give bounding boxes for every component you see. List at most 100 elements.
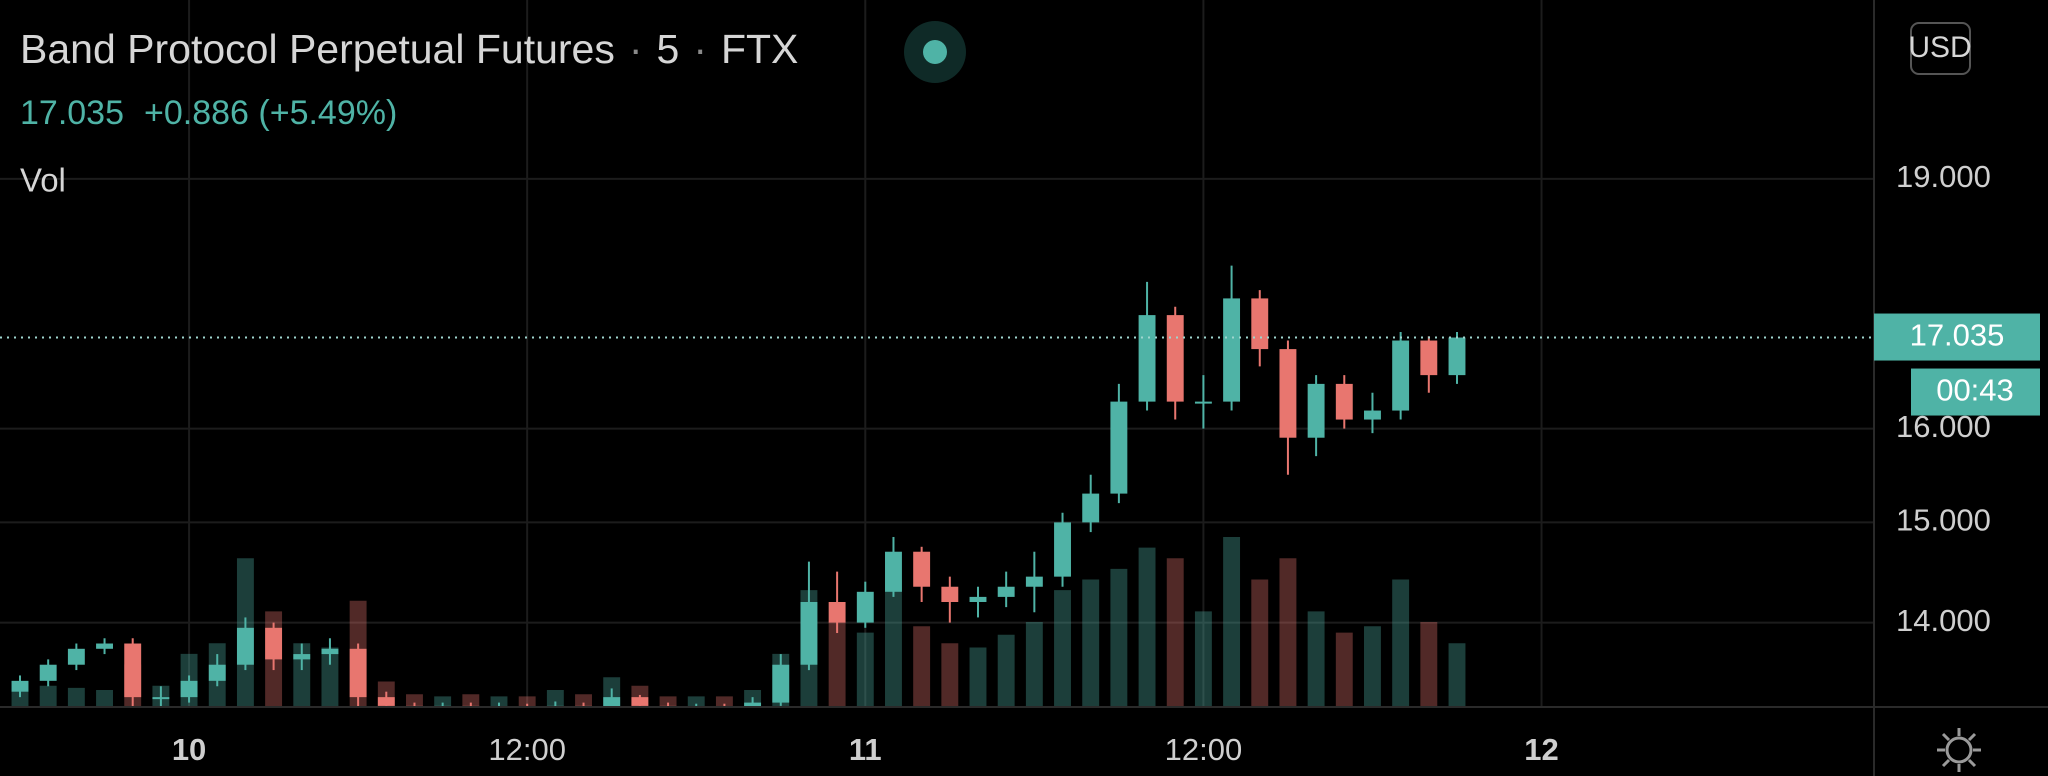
candle-body [969,596,987,603]
volume-bar [406,694,423,707]
candle-body [124,643,142,698]
volume-bar [687,696,705,707]
candle-body [67,648,85,665]
volume-bar [941,643,959,707]
currency-button[interactable] [1910,22,1971,75]
x-tick-label: 12 [1524,732,1558,767]
volume-bar [1364,626,1381,707]
candle-body [941,586,959,603]
candle-body [1392,340,1410,411]
volume-bar [96,690,113,707]
candle-body [1110,401,1128,494]
volume-bar [1025,622,1043,707]
candle-body [828,602,846,623]
volume-bar [997,634,1015,707]
candle-body [293,654,311,660]
candle-body [180,680,198,698]
x-tick-label: 10 [172,732,206,767]
x-tick-label: 12:00 [1165,732,1243,767]
volume-bar [856,632,874,707]
price-change: +0.886 (+5.49%) [144,94,397,132]
currency[interactable]: USD [1908,31,1971,64]
gear-ring[interactable] [1945,736,1973,764]
volume-bar [1392,579,1410,707]
chart-title: Band Protocol Perpetual Futures [20,26,615,72]
candle-body [236,627,254,665]
volume-bar [969,647,987,707]
candle-body [1138,315,1156,402]
volume-bar [1054,590,1071,707]
candle-body [39,664,57,681]
settings-icon[interactable] [1937,728,1981,772]
candle-body [321,648,339,655]
candle-body [96,643,113,649]
volume-bar [39,685,57,707]
candle-body [1025,576,1043,587]
candle-body [744,702,762,707]
y-tick-label: 14.000 [1896,603,1991,638]
last-price: 17.035 [20,94,124,132]
volume-bar [1251,579,1269,707]
countdown-tag [1911,368,2040,416]
candle-body [772,664,790,703]
candle-body [603,697,621,707]
volume-bar [1420,622,1438,707]
last-price-label: 17.035 [1910,318,2005,353]
separator: · [693,26,707,72]
grid [0,0,1874,707]
last-price-tag [1874,313,2040,361]
volume-bar [67,687,85,707]
volume-label: Vol [20,162,66,199]
volume-bar [885,579,902,707]
interval: 5 [657,26,680,72]
candle-body [377,697,395,706]
candle-body [1054,522,1071,577]
y-tick-label: 19.000 [1896,159,1991,194]
candle-body [1335,383,1353,420]
volume-bar [1223,537,1241,707]
candle-body [856,591,874,623]
volume-bar [546,690,564,707]
volume-bar [1082,579,1100,707]
candle-body [1364,410,1381,420]
volume-bar [913,626,931,707]
candle-body [997,586,1015,597]
gear-teeth[interactable] [1937,728,1981,772]
volume-bar [321,647,339,707]
volume-bar [1110,568,1128,707]
volume-bar [490,696,508,707]
volume-bar [1448,643,1466,707]
candle-body [1166,315,1184,402]
volume-bar [434,696,452,707]
candle-body [631,697,649,706]
candle-body [349,648,367,698]
volume-bar [575,694,592,707]
candle-body [1194,401,1212,404]
countdown: 00:43 [1936,373,2014,408]
volume-bar [1307,611,1325,707]
candle-body [1420,340,1438,376]
candle-body [800,602,818,665]
status-dot [923,40,947,64]
candle-body [885,551,902,592]
candle-body [152,697,170,700]
volume-bar [1166,558,1184,707]
candle-body [1448,337,1466,376]
y-tick-label: 15.000 [1896,503,1991,538]
candle-body [1251,298,1269,350]
volume-bar [828,622,846,707]
candle-body [208,664,226,681]
volume-bar [715,696,733,707]
candle-body [1223,298,1241,402]
volume-bar [462,694,480,707]
candle-body [1307,383,1325,438]
x-tick-label: 11 [849,732,882,767]
candle-body [11,680,29,692]
volume-bar [1279,558,1297,707]
candle-layer [11,265,1466,707]
candle-body [1082,493,1100,523]
candle-body [1279,349,1297,438]
